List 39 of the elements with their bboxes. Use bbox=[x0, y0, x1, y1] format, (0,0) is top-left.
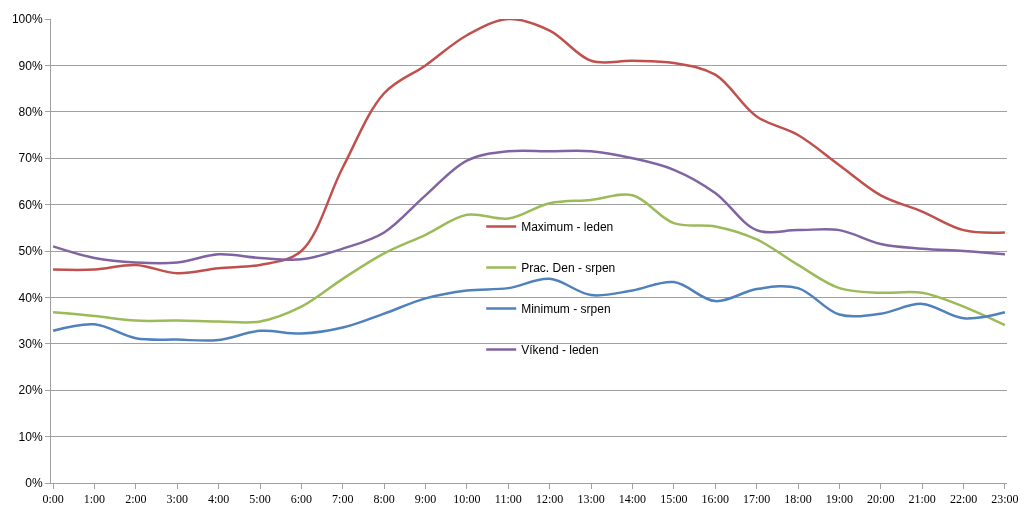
x-tick-label: 10:00 bbox=[453, 492, 481, 507]
x-tick-label: 17:00 bbox=[742, 492, 771, 507]
x-tick-label: 1:00 bbox=[83, 492, 106, 507]
x-tick-label: 9:00 bbox=[414, 492, 437, 507]
x-tick-label: 19:00 bbox=[825, 492, 854, 507]
x-tick-label: 3:00 bbox=[166, 492, 188, 507]
legend-label: Víkend - leden bbox=[521, 343, 599, 358]
x-tick-label: 8:00 bbox=[373, 492, 395, 507]
x-tick-label: 13:00 bbox=[577, 492, 605, 507]
y-tick-label: 50% bbox=[18, 244, 43, 259]
x-tick-label: 7:00 bbox=[332, 492, 354, 507]
y-tick-label: 20% bbox=[18, 383, 43, 398]
y-tick-label: 70% bbox=[18, 151, 43, 166]
y-tick-label: 40% bbox=[18, 290, 43, 305]
y-tick-label: 30% bbox=[18, 337, 43, 351]
x-tick-label: 4:00 bbox=[207, 492, 230, 507]
y-tick-label: 90% bbox=[18, 58, 43, 73]
y-tick-label: 10% bbox=[18, 429, 43, 444]
x-tick-label: 5:00 bbox=[249, 492, 271, 507]
x-tick-label: 12:00 bbox=[536, 492, 564, 507]
x-tick-label: 15:00 bbox=[660, 492, 688, 507]
legend-label: Prac. Den - srpen bbox=[521, 261, 616, 276]
x-tick-label: 14:00 bbox=[618, 492, 647, 507]
legend-label: Maximum - leden bbox=[521, 220, 614, 235]
x-tick-label: 11:00 bbox=[494, 492, 522, 507]
legend-label: Minimum - srpen bbox=[521, 302, 611, 317]
x-tick-label: 23:00 bbox=[991, 492, 1019, 507]
x-tick-label: 20:00 bbox=[867, 492, 895, 507]
x-tick-label: 2:00 bbox=[125, 492, 147, 507]
y-tick-label: 0% bbox=[25, 476, 43, 491]
x-tick-label: 0:00 bbox=[42, 492, 64, 507]
y-tick-label: 60% bbox=[18, 197, 43, 212]
x-tick-label: 21:00 bbox=[908, 492, 936, 507]
x-tick-label: 18:00 bbox=[784, 492, 812, 507]
y-tick-label: 80% bbox=[18, 105, 43, 119]
x-tick-label: 16:00 bbox=[701, 492, 729, 507]
x-tick-label: 22:00 bbox=[949, 492, 978, 507]
x-tick-label: 6:00 bbox=[290, 492, 313, 507]
y-tick-label: 100% bbox=[11, 12, 43, 27]
